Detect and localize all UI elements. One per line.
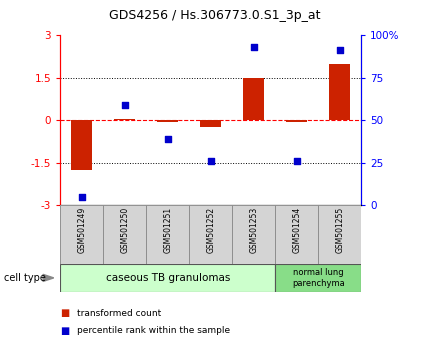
Text: percentile rank within the sample: percentile rank within the sample bbox=[77, 326, 230, 336]
Bar bbox=[146, 205, 189, 264]
Text: GSM501250: GSM501250 bbox=[120, 207, 129, 253]
Text: GSM501254: GSM501254 bbox=[292, 207, 301, 253]
Text: GSM501251: GSM501251 bbox=[163, 207, 172, 253]
Text: GDS4256 / Hs.306773.0.S1_3p_at: GDS4256 / Hs.306773.0.S1_3p_at bbox=[109, 9, 321, 22]
Bar bbox=[157, 120, 178, 122]
Text: GSM501255: GSM501255 bbox=[335, 207, 344, 253]
Text: GSM501252: GSM501252 bbox=[206, 207, 215, 253]
Text: cell type: cell type bbox=[4, 273, 46, 283]
Text: ■: ■ bbox=[60, 308, 70, 318]
Point bbox=[78, 194, 85, 200]
Bar bbox=[286, 120, 307, 122]
Bar bbox=[71, 120, 92, 170]
Bar bbox=[275, 264, 361, 292]
Text: caseous TB granulomas: caseous TB granulomas bbox=[105, 273, 230, 283]
Bar bbox=[189, 205, 232, 264]
Text: normal lung
parenchyma: normal lung parenchyma bbox=[292, 268, 344, 287]
Bar bbox=[60, 264, 275, 292]
Bar bbox=[232, 205, 275, 264]
Bar bbox=[243, 78, 264, 120]
Bar bbox=[200, 120, 221, 127]
Point bbox=[207, 159, 214, 164]
Bar bbox=[114, 119, 135, 120]
Bar bbox=[103, 205, 146, 264]
Bar bbox=[275, 205, 318, 264]
Point bbox=[164, 136, 171, 142]
Text: GSM501253: GSM501253 bbox=[249, 207, 258, 253]
Point bbox=[293, 159, 300, 164]
Text: transformed count: transformed count bbox=[77, 309, 162, 318]
Text: ■: ■ bbox=[60, 326, 70, 336]
Point bbox=[250, 44, 257, 50]
Text: GSM501249: GSM501249 bbox=[77, 207, 86, 253]
Bar bbox=[60, 205, 103, 264]
Bar bbox=[318, 205, 361, 264]
Bar bbox=[329, 64, 350, 120]
Polygon shape bbox=[43, 274, 54, 281]
Point bbox=[336, 47, 343, 52]
Point bbox=[121, 102, 128, 108]
